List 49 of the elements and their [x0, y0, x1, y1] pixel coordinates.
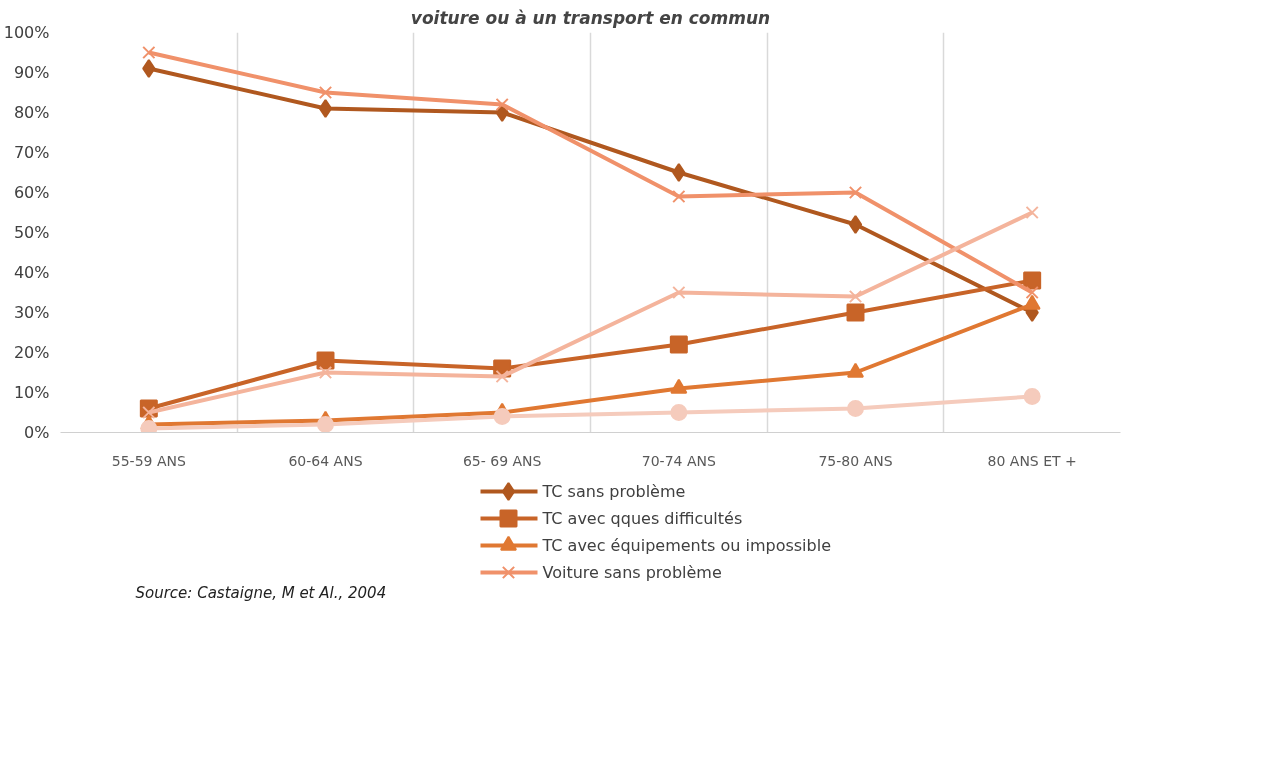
- y-tick-label: 90%: [13, 63, 50, 82]
- point: [846, 303, 865, 322]
- point: [316, 351, 335, 370]
- point: [848, 289, 863, 304]
- legend-label: TC avec équipements ou impossible: [541, 536, 831, 555]
- y-tick-label: 60%: [13, 183, 50, 202]
- point: [495, 369, 509, 384]
- point: [672, 285, 686, 300]
- point: [142, 405, 156, 420]
- point: [493, 408, 511, 425]
- point: [848, 185, 863, 200]
- chart-title: voiture ou à un transport en commun: [410, 7, 771, 28]
- y-tick-label: 100%: [3, 23, 50, 42]
- point: [140, 420, 158, 433]
- point: [672, 163, 686, 182]
- y-tick-label: 30%: [13, 303, 50, 322]
- point: [142, 45, 156, 60]
- legend-label: TC sans problème: [541, 482, 686, 501]
- point: [142, 59, 156, 78]
- x-tick-label: 55-59 ANS: [111, 452, 186, 469]
- y-tick-label: 0%: [24, 423, 50, 442]
- x-tick-label: 80 ANS ET +: [987, 452, 1077, 469]
- x-tick-label: 70-74 ANS: [641, 452, 716, 469]
- y-tick-label: 70%: [13, 143, 50, 162]
- source-note: Source: Castaigne, M et Al., 2004: [135, 583, 387, 602]
- point: [318, 85, 333, 100]
- point: [848, 215, 863, 234]
- point: [1025, 285, 1039, 300]
- x-tick-label: 60-64 ANS: [288, 452, 363, 469]
- point: [495, 97, 509, 112]
- point: [317, 416, 334, 433]
- point: [1023, 271, 1042, 290]
- point: [1023, 388, 1041, 405]
- point: [669, 335, 688, 354]
- x-tick-label: 75-80 ANS: [818, 452, 893, 469]
- y-tick-label: 10%: [13, 383, 50, 402]
- point: [672, 189, 686, 204]
- legend-label: TC avec qques difficultés: [541, 509, 743, 528]
- x-tick-label: 65- 69 ANS: [462, 452, 542, 469]
- point: [847, 400, 864, 417]
- point: [670, 404, 688, 421]
- point: [318, 365, 333, 380]
- y-tick-label: 80%: [13, 103, 50, 122]
- point: [1025, 205, 1039, 220]
- legend-label: Voiture sans problème: [542, 563, 722, 582]
- y-tick-label: 50%: [13, 223, 50, 242]
- y-tick-label: 40%: [13, 263, 50, 282]
- point: [318, 99, 333, 118]
- y-tick-label: 20%: [13, 343, 50, 362]
